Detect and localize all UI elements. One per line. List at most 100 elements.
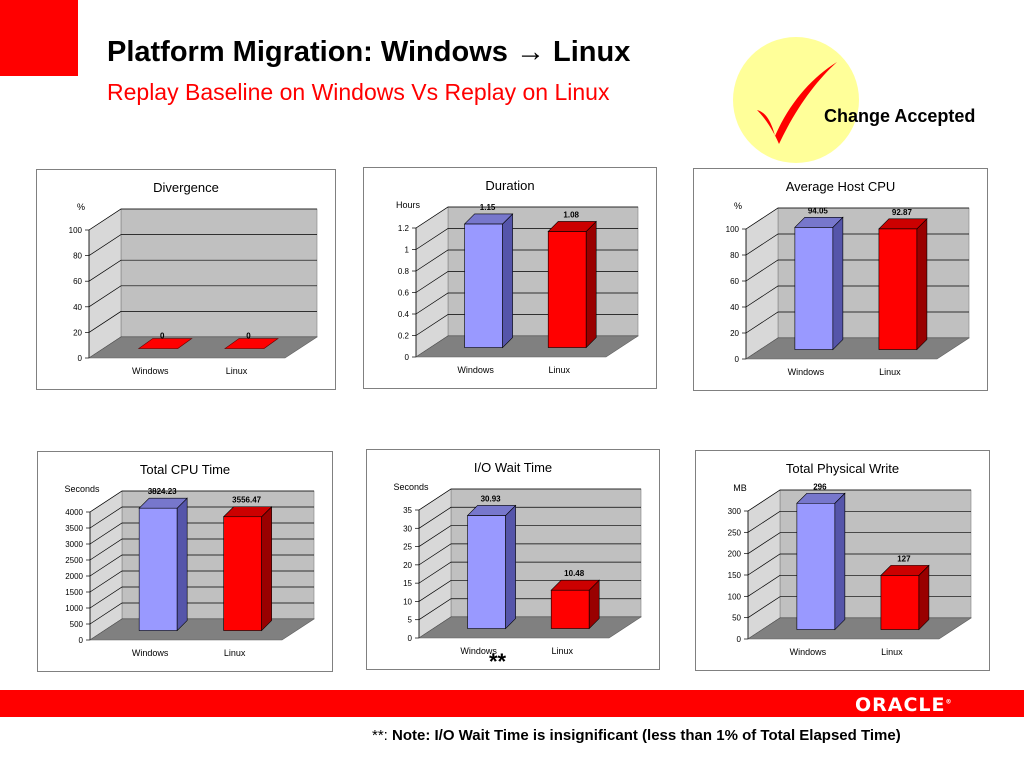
- chart-side-wall: [88, 208, 122, 359]
- gridline: [88, 285, 317, 308]
- bar-top: [224, 338, 279, 349]
- y-tick-label: 40: [73, 303, 82, 312]
- chart-total-physical-write: Total Physical Write MB 0 50 100 150 200 250 300…: [695, 450, 990, 671]
- footnote-prefix: **:: [372, 727, 388, 744]
- y-tick-label: 0.8: [398, 267, 410, 276]
- bar-windows: [463, 213, 514, 349]
- bar-linux: [224, 338, 279, 349]
- bar-linux: [222, 506, 273, 632]
- gridline: [747, 489, 971, 512]
- gridline: [88, 259, 317, 282]
- chart-svg: Average Host CPU% 0 20 40 60 80 100 94.05 Window…: [726, 179, 971, 377]
- bar-top: [794, 216, 844, 228]
- bar-windows: [137, 338, 193, 349]
- x-tick-label: Windows: [790, 647, 827, 657]
- chart-floor: [414, 335, 640, 358]
- y-tick-label: 1500: [65, 588, 83, 597]
- bar-top: [463, 213, 514, 225]
- bar-linux: [547, 220, 597, 349]
- bar-side: [832, 216, 844, 351]
- gridline: [418, 506, 641, 529]
- data-label: 296: [813, 482, 827, 491]
- bar-front: [138, 507, 178, 631]
- y-tick-label: 60: [73, 277, 82, 286]
- chart-back-wall: [120, 208, 318, 338]
- bar-front: [550, 589, 590, 629]
- change-accepted-label: Change Accepted: [824, 106, 976, 126]
- checkmark-icon: [733, 37, 859, 163]
- y-tick-label: 150: [728, 571, 742, 580]
- y-axis-label: Seconds: [64, 484, 100, 494]
- chart-svg: Divergence% 0 20 40 60 80 100 0 Windows 0 Linux: [69, 180, 319, 376]
- y-tick-label: 4000: [65, 508, 83, 517]
- y-tick-label: 5: [408, 616, 413, 625]
- data-label: 1.15: [480, 203, 496, 212]
- bar-top: [880, 565, 930, 576]
- bar-windows: [794, 216, 844, 351]
- chart-svg: Duration Hours 0 0.2 0.4 0.6 0.8 1 1.2 1.15 Window…: [396, 178, 640, 375]
- chart-title: Total CPU Time: [140, 462, 230, 477]
- bar-front: [878, 228, 918, 350]
- y-tick-label: 50: [732, 614, 741, 623]
- gridline: [747, 553, 971, 576]
- bar-top: [137, 338, 193, 349]
- data-label: 3824.23: [148, 487, 177, 496]
- y-tick-label: 100: [726, 225, 740, 234]
- chart-floor: [746, 617, 973, 640]
- gridline: [418, 488, 641, 511]
- y-tick-label: 40: [730, 303, 739, 312]
- y-tick-label: 20: [403, 561, 412, 570]
- data-label: 0: [246, 332, 251, 341]
- chart-floor: [87, 336, 319, 359]
- y-tick-label: 0: [737, 635, 742, 644]
- footnote-marker: **: [489, 649, 507, 674]
- chart-side-wall: [745, 207, 779, 360]
- data-label: 127: [897, 554, 911, 563]
- bar-top: [878, 218, 928, 230]
- y-tick-label: 0.4: [398, 310, 410, 319]
- bar-side: [916, 218, 928, 351]
- oracle-logo-text: ORACLE: [855, 694, 946, 716]
- chart-title: I/O Wait Time: [474, 460, 552, 475]
- bar-side: [505, 504, 516, 630]
- y-tick-label: 20: [730, 329, 739, 338]
- data-label: 0: [160, 332, 165, 341]
- bar-top: [796, 492, 846, 504]
- bar-front: [223, 516, 262, 631]
- bar-front: [467, 515, 506, 629]
- gridline: [88, 234, 317, 256]
- x-tick-label: Windows: [132, 366, 169, 376]
- y-tick-label: 100: [69, 226, 83, 235]
- page-title: Platform Migration: Windows → Linux: [107, 36, 631, 68]
- x-tick-label: Windows: [132, 648, 169, 658]
- gridline: [88, 208, 317, 231]
- x-tick-label: Windows: [788, 367, 825, 377]
- bar-top: [547, 221, 597, 232]
- bar-windows: [138, 497, 188, 632]
- y-tick-label: 35: [403, 506, 412, 515]
- chart-title: Divergence: [153, 180, 219, 195]
- chart-floor: [744, 337, 971, 360]
- chart-average-host-cpu: Average Host CPU% 0 20 40 60 80 100 94.05 Window…: [693, 168, 988, 391]
- bar-side: [176, 497, 188, 632]
- chart-total-cpu-time: Total CPU Time Seconds 0 500 1000 1500 2000 250…: [37, 451, 333, 672]
- x-tick-label: Linux: [548, 365, 570, 375]
- chart-svg: Total Physical Write MB 0 50 100 150 200 250 300…: [728, 461, 973, 657]
- bar-windows: [466, 504, 517, 630]
- y-axis-label: MB: [733, 483, 747, 493]
- y-tick-label: 20: [73, 328, 82, 337]
- chart-floor: [88, 618, 316, 641]
- bar-side: [918, 564, 930, 631]
- bar-linux: [550, 579, 600, 630]
- gridline: [747, 510, 971, 533]
- bar-side: [834, 492, 846, 631]
- bar-top: [222, 506, 273, 518]
- y-tick-label: 2000: [65, 572, 83, 581]
- corner-accent-block: [0, 0, 78, 76]
- chart-svg: Total CPU Time Seconds 0 500 1000 1500 2000 250…: [64, 462, 316, 658]
- y-tick-label: 0: [79, 636, 84, 645]
- gridline: [89, 490, 314, 513]
- y-tick-label: 80: [73, 252, 82, 261]
- y-tick-label: 0: [405, 353, 410, 362]
- chart-title: Average Host CPU: [786, 179, 896, 194]
